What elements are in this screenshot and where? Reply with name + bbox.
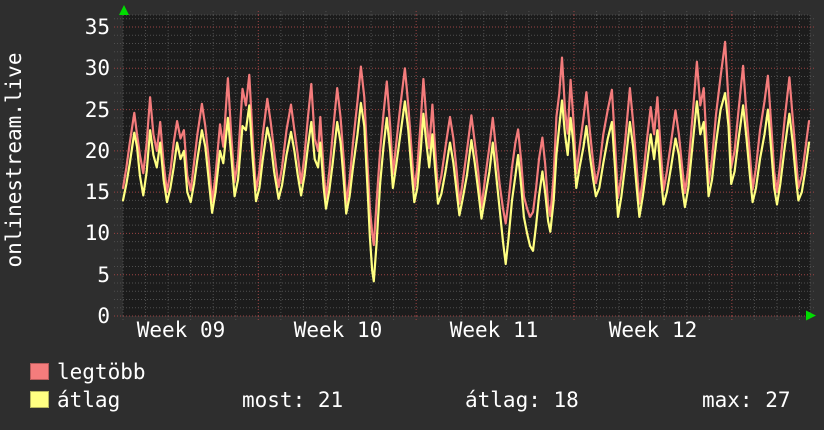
y-tick-label: 15	[84, 180, 110, 204]
y-tick-label: 30	[84, 56, 110, 80]
x-tick-label-week09: Week 09	[136, 318, 226, 342]
y-axis-arrow-icon	[119, 5, 129, 15]
y-tick-label: 25	[84, 98, 110, 122]
legend-label-atlag: átlag	[57, 388, 121, 412]
y-axis-title: onlinestream.live	[2, 52, 26, 268]
y-tick-label: 0	[97, 304, 110, 328]
legtobb-swatch	[30, 363, 49, 380]
x-axis-arrow-icon	[806, 310, 816, 321]
y-tick-label: 5	[97, 263, 110, 287]
x-tick-label-week11: Week 11	[449, 318, 539, 342]
y-tick-label: 35	[84, 15, 110, 39]
y-tick-label: 10	[84, 221, 110, 245]
atlag-swatch	[30, 391, 49, 408]
legend-label-legtobb: legtöbb	[57, 360, 146, 384]
x-tick-label-week10: Week 10	[293, 318, 383, 342]
stat-atlag: átlag: 18	[465, 388, 579, 412]
x-tick-label-week12: Week 12	[608, 318, 698, 342]
y-tick-label: 20	[84, 139, 110, 163]
stat-max: max: 27	[702, 388, 791, 412]
stat-most: most: 21	[242, 388, 344, 412]
